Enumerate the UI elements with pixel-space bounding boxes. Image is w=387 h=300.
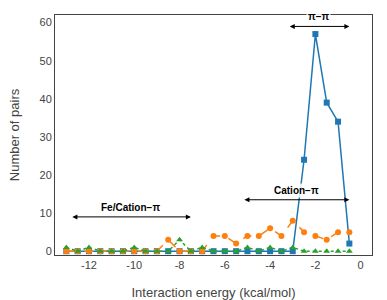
svg-text:-10: -10 [126, 259, 142, 271]
svg-text:Fe/Cation−π: Fe/Cation−π [101, 202, 160, 213]
svg-text:40: 40 [40, 93, 52, 105]
svg-text:-12: -12 [81, 259, 97, 271]
svg-text:Number of pairs: Number of pairs [7, 88, 22, 181]
svg-text:-8: -8 [175, 259, 185, 271]
svg-text:50: 50 [40, 55, 52, 67]
svg-text:60: 60 [40, 16, 52, 28]
svg-text:-6: -6 [220, 259, 230, 271]
svg-text:20: 20 [40, 169, 52, 181]
svg-text:-4: -4 [265, 259, 275, 271]
svg-text:30: 30 [40, 131, 52, 143]
svg-text:Interaction energy (kcal/mol): Interaction energy (kcal/mol) [131, 285, 295, 300]
svg-text:0: 0 [358, 259, 364, 271]
svg-text:Cation−π: Cation−π [274, 185, 319, 196]
svg-text:0: 0 [46, 245, 52, 257]
svg-text:-2: -2 [310, 259, 320, 271]
svg-text:π−π: π−π [308, 11, 329, 22]
svg-text:10: 10 [40, 207, 52, 219]
